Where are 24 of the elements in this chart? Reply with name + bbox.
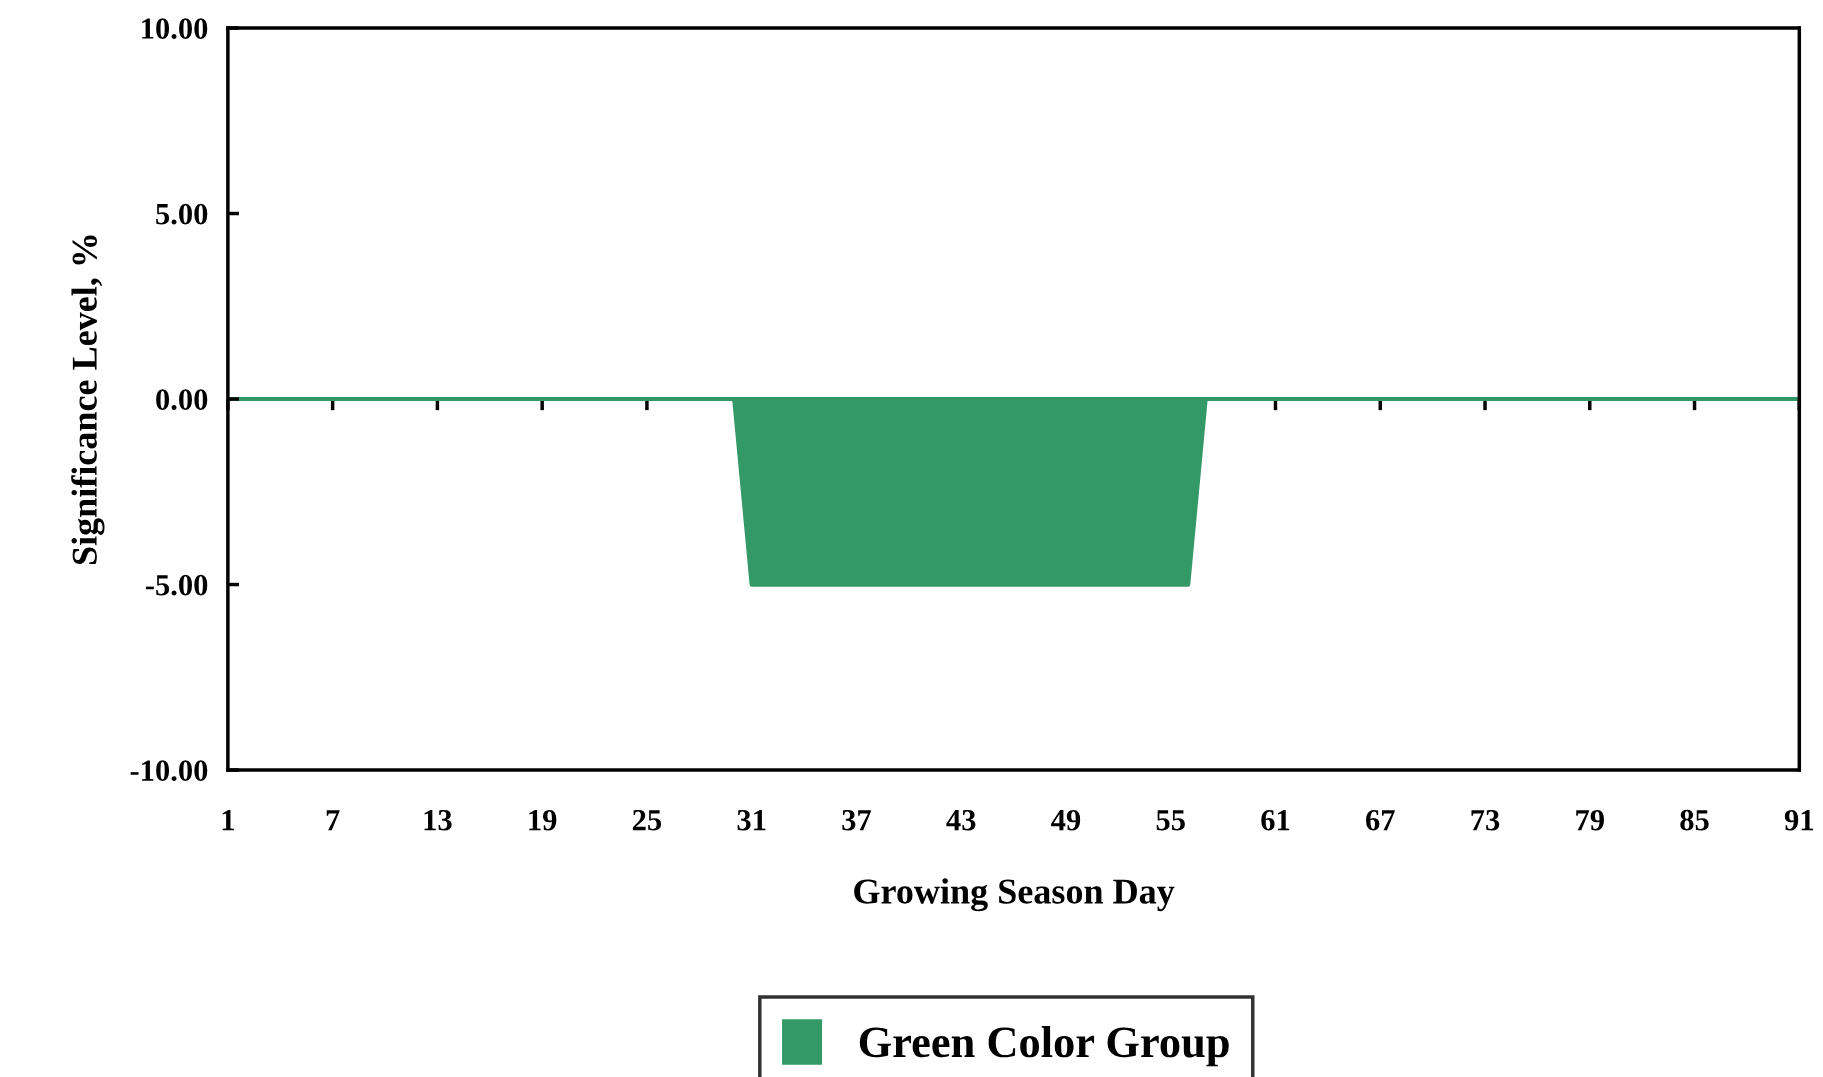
- x-tick-label: 1: [222, 809, 234, 831]
- y-axis-title: Significance Level, %: [71, 235, 105, 565]
- y-tick-label: 5.00: [156, 203, 208, 225]
- x-tick-label: 79: [1576, 809, 1604, 831]
- x-tick-label: 7: [326, 810, 340, 831]
- x-tick-label: 37: [842, 809, 871, 831]
- legend-label: Green Color Group: [859, 1026, 1229, 1067]
- x-tick-label: 31: [737, 809, 766, 831]
- x-tick-label: 19: [529, 809, 557, 831]
- x-tick-label: 25: [632, 809, 662, 831]
- x-tick-label: 61: [1261, 809, 1290, 831]
- x-tick-label: 43: [946, 809, 976, 831]
- x-tick-label: 85: [1680, 809, 1709, 831]
- x-tick-label: 91: [1784, 809, 1813, 831]
- x-tick-label: 55: [1156, 810, 1185, 831]
- y-tick-label: 0.00: [156, 389, 208, 411]
- y-tick-label: -5.00: [145, 574, 208, 596]
- x-axis-title: Growing Season Day: [854, 878, 1175, 912]
- x-tick-label: 49: [1051, 809, 1081, 831]
- y-tick-label: 10.00: [142, 18, 208, 40]
- x-tick-label: 67: [1366, 809, 1395, 831]
- x-tick-label: 13: [424, 809, 452, 831]
- x-tick-label: 73: [1471, 809, 1500, 831]
- y-tick-label: -10.00: [130, 760, 208, 782]
